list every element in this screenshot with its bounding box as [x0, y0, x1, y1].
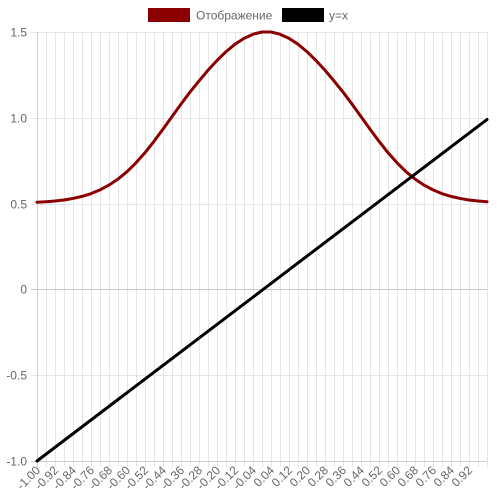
- axes: 1.51.00.50-0.5-1.0-1.00-0.92-0.84-0.76-0…: [6, 26, 487, 492]
- y-tick-label: 1.5: [10, 26, 27, 40]
- legend-swatch[interactable]: [282, 8, 324, 22]
- legend: Отображение y=x: [148, 8, 348, 23]
- y-tick-label: -0.5: [6, 369, 27, 383]
- y-tick-label: 0.5: [10, 198, 27, 212]
- legend-swatch[interactable]: [148, 8, 190, 22]
- series-line: [35, 118, 489, 463]
- x-tick-label: 0.92: [449, 463, 476, 490]
- series-layer: [35, 30, 489, 463]
- y-tick-label: -1.0: [6, 455, 27, 469]
- legend-label[interactable]: y=x: [329, 9, 348, 23]
- y-tick-label: 0: [20, 283, 27, 297]
- y-tick-label: 1.0: [10, 112, 27, 126]
- grid: [31, 32, 488, 467]
- legend-label[interactable]: Отображение: [196, 9, 273, 23]
